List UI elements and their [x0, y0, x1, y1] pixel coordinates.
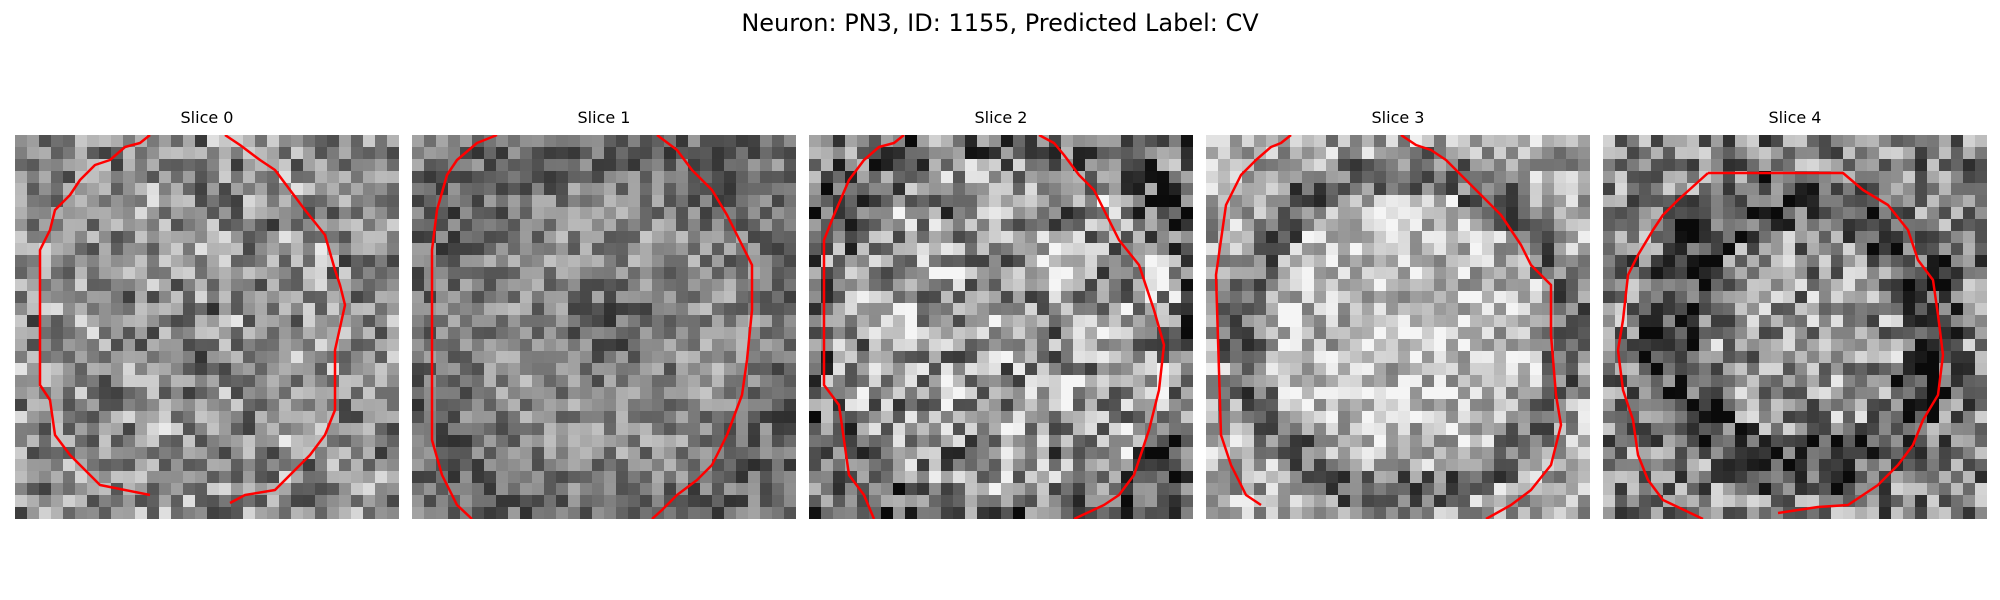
slice-title-3: Slice 3: [1371, 108, 1425, 127]
slice-image-1: [412, 135, 796, 519]
slice-panel-3: Slice 3: [1206, 108, 1590, 519]
slice-panel-0: Slice 0: [15, 108, 399, 519]
slice-pixels-1: [412, 135, 796, 519]
contour-line-3-1: [1400, 135, 1563, 519]
contour-line-2-1: [1038, 135, 1166, 519]
slice-pixels-4: [1603, 135, 1987, 519]
contour-line-0-1: [224, 135, 347, 505]
contour-line-1-0: [430, 135, 498, 519]
slice-title-2: Slice 2: [974, 108, 1028, 127]
contour-line-4-1: [1708, 171, 1945, 515]
slice-panel-4: Slice 4: [1603, 108, 1987, 519]
slice-title-4: Slice 4: [1768, 108, 1822, 127]
figure-title: Neuron: PN3, ID: 1155, Predicted Label: …: [741, 9, 1259, 37]
slice-image-2: [809, 135, 1193, 519]
slice-pixels-2: [809, 135, 1193, 519]
slice-panel-1: Slice 1: [412, 108, 796, 519]
slice-pixels-0: [15, 135, 399, 519]
contour-line-1-1: [651, 135, 754, 519]
contour-line-0-0: [38, 135, 151, 497]
slice-title-0: Slice 0: [180, 108, 234, 127]
slice-image-4: [1603, 135, 1987, 519]
contour-line-4-0: [1616, 172, 1709, 519]
slice-image-0: [15, 135, 399, 519]
slice-image-3: [1206, 135, 1590, 519]
slice-pixels-3: [1206, 135, 1590, 519]
slice-panel-2: Slice 2: [809, 108, 1193, 519]
slice-title-1: Slice 1: [577, 108, 631, 127]
contour-line-3-0: [1214, 135, 1292, 507]
contour-line-2-0: [822, 135, 905, 519]
